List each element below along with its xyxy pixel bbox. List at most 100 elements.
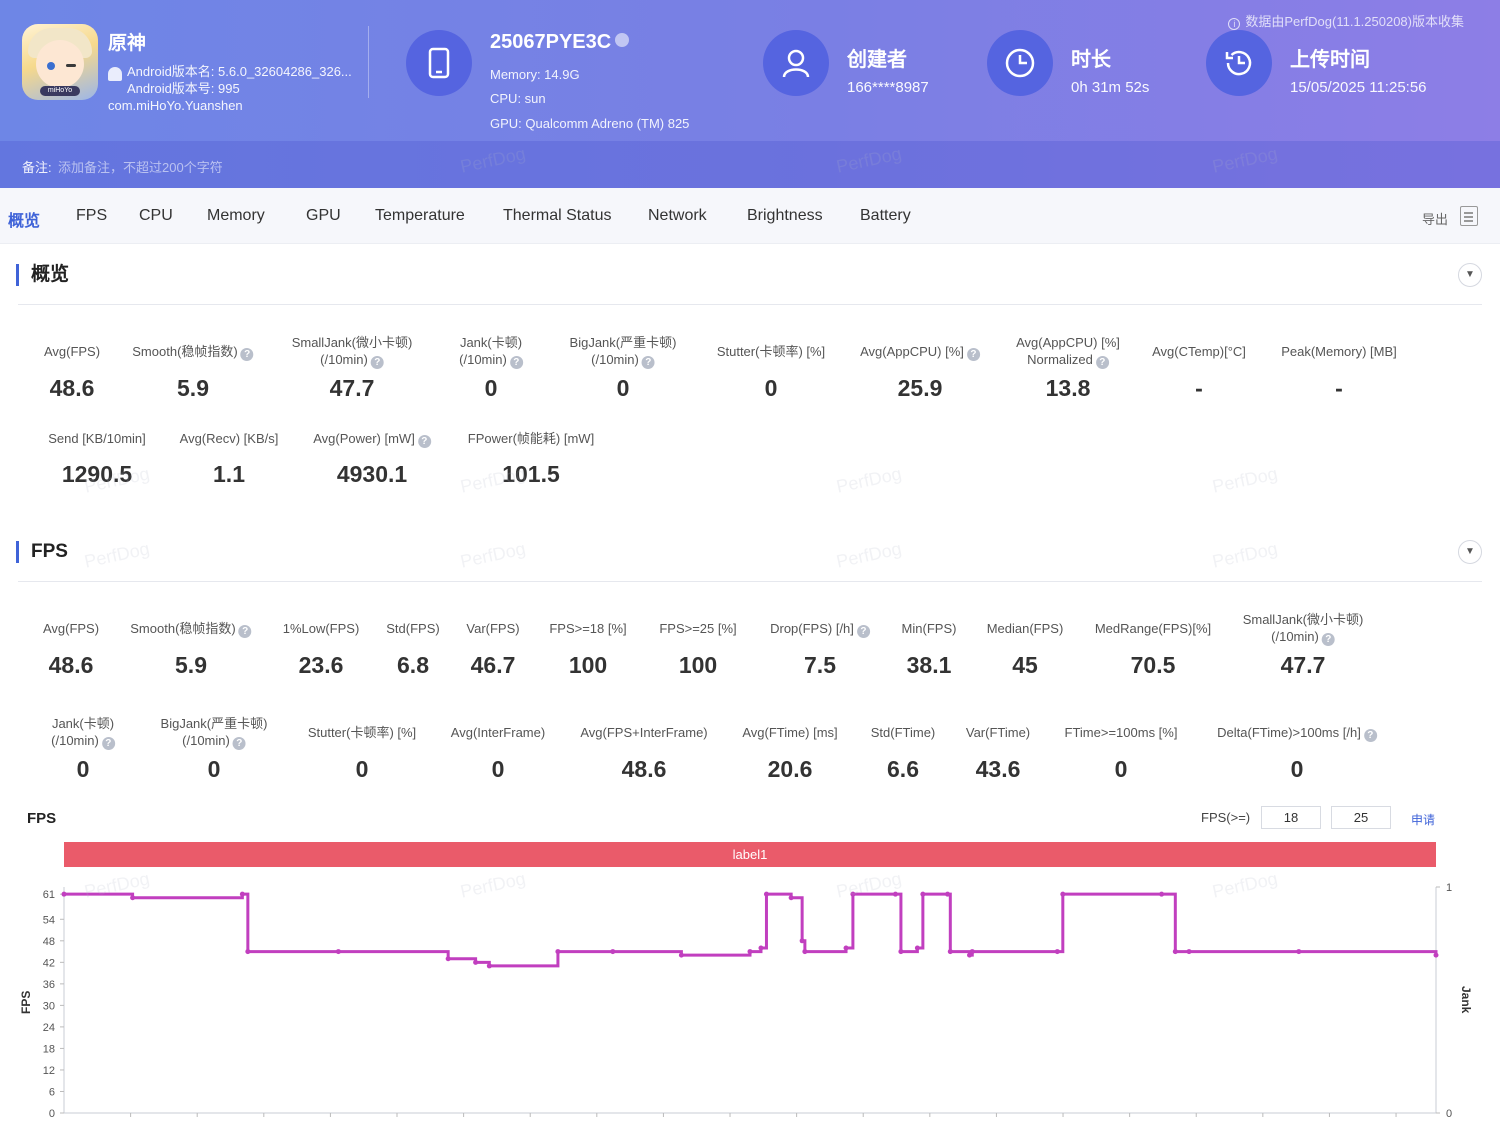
device-cpu: CPU: sun xyxy=(490,91,546,106)
tab-brightness[interactable]: Brightness xyxy=(747,207,823,224)
metric-label: 1%Low(FPS) xyxy=(283,620,360,637)
fps-threshold-label: FPS(>=) xyxy=(1201,810,1251,825)
metric-label-line: Min(FPS) xyxy=(901,621,957,636)
fps-threshold-input-2[interactable] xyxy=(1331,806,1391,829)
tab-temperature[interactable]: Temperature xyxy=(375,207,465,224)
tab-battery[interactable]: Battery xyxy=(860,207,911,224)
help-icon[interactable]: ? xyxy=(240,348,254,361)
fps-data-point xyxy=(678,952,684,958)
tab-network[interactable]: Network xyxy=(648,207,707,224)
export-icon[interactable] xyxy=(1460,206,1478,226)
metric-label: Stutter(卡顿率) [%] xyxy=(308,724,416,741)
report-header: i 数据由PerfDog(11.1.250208)版本收集 miHoYo 原神 A… xyxy=(0,0,1500,188)
watermark: PerfDog xyxy=(1210,538,1280,572)
fps-section-title: FPS xyxy=(16,541,68,563)
fps-data-point xyxy=(802,949,808,955)
fps-collapse-toggle[interactable]: ▼ xyxy=(1458,540,1482,564)
y-axis-label: FPS xyxy=(19,991,33,1014)
help-icon[interactable]: ? xyxy=(509,356,523,369)
metric-label: Var(FTime) xyxy=(966,724,1030,741)
metric-label: Smooth(稳帧指数)? xyxy=(130,620,252,638)
fps-data-point xyxy=(969,949,975,955)
overview-collapse-toggle[interactable]: ▼ xyxy=(1458,263,1482,287)
metric-label: Var(FPS) xyxy=(466,620,519,637)
watermark: PerfDog xyxy=(458,538,528,572)
info-icon: i xyxy=(1228,18,1241,30)
metric-label-line: FTime>=100ms [%] xyxy=(1064,725,1178,740)
metric-value: 0 xyxy=(76,756,90,782)
remark-bar[interactable]: 备注: 添加备注，不超过200个字符 xyxy=(0,141,1500,188)
metric-value: 0 xyxy=(1114,756,1128,782)
watermark: PerfDog xyxy=(834,463,904,497)
app-icon-eye xyxy=(47,62,55,70)
metric-label: Avg(FPS) xyxy=(43,620,99,637)
metric-value: - xyxy=(1195,375,1203,401)
metric-value: 43.6 xyxy=(975,756,1021,782)
tab-memory[interactable]: Memory xyxy=(207,207,265,224)
metric-label-line: (/10min) xyxy=(51,733,99,748)
device-name[interactable]: 25067PYE3C xyxy=(490,31,630,54)
metric-label: Stutter(卡顿率) [%] xyxy=(717,343,825,360)
metric-label-line: Jank(卡顿) xyxy=(459,335,523,350)
help-icon[interactable]: ? xyxy=(856,625,870,638)
metric-label: Std(FPS) xyxy=(386,620,439,637)
metric-label-line: Avg(Recv) [KB/s] xyxy=(179,431,279,446)
chart-label-band[interactable]: label1 xyxy=(64,842,1436,867)
fps-data-point xyxy=(445,956,451,962)
metric-value: 1.1 xyxy=(213,461,245,487)
metric-label: Delta(FTime)>100ms [/h]? xyxy=(1217,724,1377,742)
fps-data-point xyxy=(843,945,849,951)
app-version-name: Android版本名: 5.6.0_32604286_326... xyxy=(127,64,352,79)
metric-label-line: (/10min) xyxy=(591,352,639,367)
fps-data-point xyxy=(245,949,251,955)
help-icon[interactable]: ? xyxy=(238,625,252,638)
tab-cpu[interactable]: CPU xyxy=(139,207,173,224)
tab-overview[interactable]: 概览 xyxy=(8,213,41,230)
device-info-icon[interactable] xyxy=(615,33,630,47)
metric-label-line: Avg(FTime) [ms] xyxy=(742,725,838,740)
help-icon[interactable]: ? xyxy=(1321,633,1335,646)
tab-gpu[interactable]: GPU xyxy=(306,207,341,224)
tab-bar: 概览 FPS CPU Memory GPU Temperature Therma… xyxy=(0,188,1500,244)
help-icon[interactable]: ? xyxy=(370,356,384,369)
remark-input[interactable]: 添加备注，不超过200个字符 xyxy=(58,160,223,175)
metric-label-line: 1%Low(FPS) xyxy=(282,621,360,636)
help-icon[interactable]: ? xyxy=(1095,356,1109,369)
export-button[interactable]: 导出 xyxy=(1421,212,1448,227)
metric-value: 100 xyxy=(568,652,608,678)
device-name-text: 25067PYE3C xyxy=(490,31,612,53)
fps-data-point xyxy=(920,891,926,897)
help-icon[interactable]: ? xyxy=(966,348,980,361)
fps-data-point xyxy=(914,945,920,951)
metric-label-line: (/10min) xyxy=(459,352,507,367)
fps-data-point xyxy=(967,952,973,958)
help-icon[interactable]: ? xyxy=(101,737,115,750)
fps-data-point xyxy=(799,938,805,944)
metric-label-line: (/10min) xyxy=(320,352,368,367)
metric-label-line: FPS>=18 [%] xyxy=(549,621,627,636)
metric-value: 6.8 xyxy=(397,652,429,678)
help-icon[interactable]: ? xyxy=(1363,729,1377,742)
metric-label: Avg(AppCPU) [%] Normalized? xyxy=(1016,334,1120,369)
fps-threshold-input-1[interactable] xyxy=(1261,806,1321,829)
tab-fps[interactable]: FPS xyxy=(76,207,108,224)
metric-label-line: Std(FPS) xyxy=(386,621,440,636)
overview-divider xyxy=(18,304,1482,305)
android-icon xyxy=(108,67,122,81)
metric-label: FPS>=25 [%] xyxy=(659,620,736,637)
metric-value: 0 xyxy=(484,375,498,401)
help-icon[interactable]: ? xyxy=(641,356,655,369)
fps-threshold-apply-link[interactable]: 申请 xyxy=(1411,813,1436,827)
overview-section-title: 概览 xyxy=(16,264,69,286)
help-icon[interactable]: ? xyxy=(232,737,246,750)
help-icon[interactable]: ? xyxy=(417,435,431,448)
fps-series-line xyxy=(64,892,1438,968)
fps-chart[interactable]: 0 6 12 18 24 30 36 42 48 54 61 0 1 FPS Jank xyxy=(0,868,1500,1124)
tab-thermal-status[interactable]: Thermal Status xyxy=(503,207,612,224)
metric-label: Peak(Memory) [MB] xyxy=(1281,343,1397,360)
metric-label: SmallJank(微小卡顿) (/10min)? xyxy=(1243,611,1363,646)
y-tick-label: 24 xyxy=(43,1022,55,1034)
fps-data-point xyxy=(1186,949,1192,955)
fps-data-point xyxy=(947,949,953,955)
metric-label: Drop(FPS) [/h]? xyxy=(770,620,870,638)
